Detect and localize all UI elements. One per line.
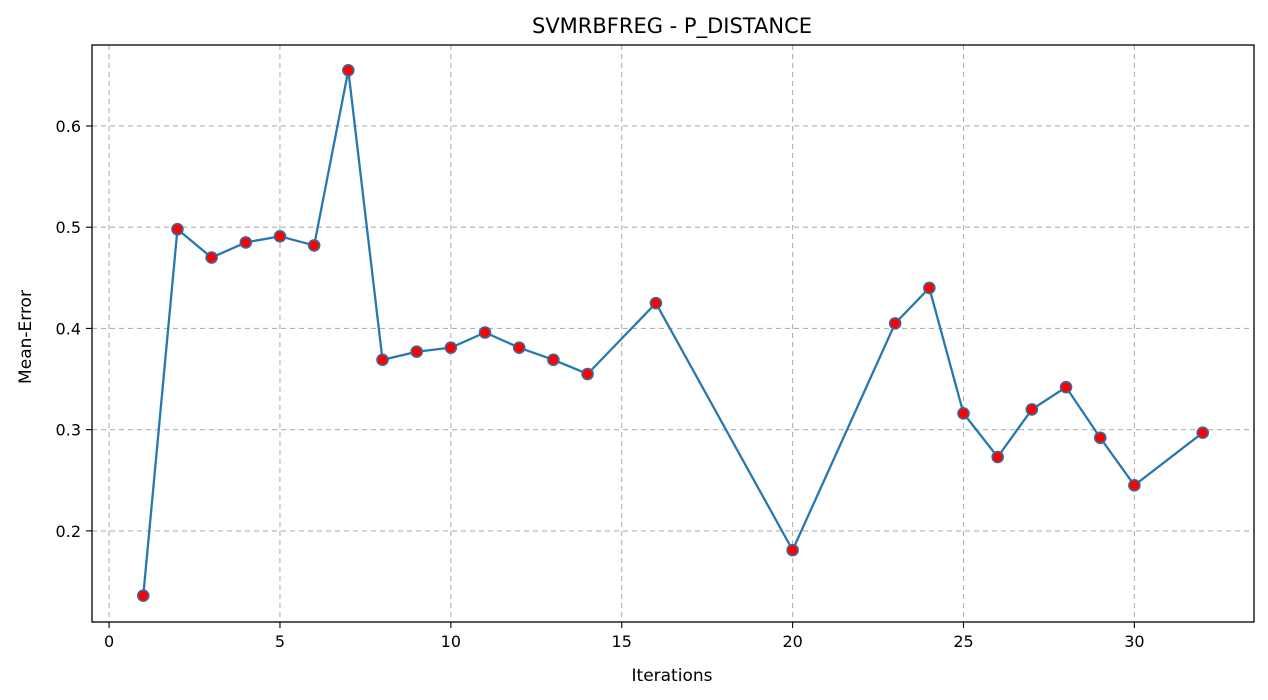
data-point <box>273 230 287 243</box>
grid-lines <box>92 45 1254 622</box>
x-tick-label: 15 <box>612 632 632 651</box>
x-tick-label: 30 <box>1124 632 1144 651</box>
data-point <box>376 353 389 367</box>
y-tick-label: 0.6 <box>56 117 81 136</box>
x-tick-label: 25 <box>953 632 973 651</box>
x-tick-label: 10 <box>441 632 461 651</box>
y-tick-label: 0.4 <box>56 319 81 338</box>
data-point <box>171 222 184 236</box>
x-tick-label: 5 <box>275 632 285 651</box>
data-point <box>581 367 594 381</box>
data-point <box>1025 403 1039 416</box>
data-point <box>1093 431 1107 445</box>
y-tick-label: 0.3 <box>56 421 81 440</box>
data-point <box>991 450 1004 464</box>
y-tick-label: 0.5 <box>56 218 81 237</box>
data-point <box>649 296 663 310</box>
data-point <box>888 317 902 330</box>
data-markers <box>136 64 1210 602</box>
x-tick-label: 0 <box>104 632 114 651</box>
data-point <box>478 326 492 339</box>
data-point <box>1128 479 1141 492</box>
data-point <box>957 407 970 420</box>
y-axis-label: Mean-Error <box>16 290 36 384</box>
data-point <box>512 341 526 354</box>
x-axis-label: Iterations <box>632 666 713 686</box>
x-tick-label: 20 <box>782 632 802 651</box>
data-point <box>205 251 218 264</box>
data-point <box>1196 426 1210 440</box>
data-point <box>786 543 799 557</box>
series-line <box>142 69 1204 596</box>
data-point <box>136 589 150 602</box>
chart-title: SVMRBFREG - P_DISTANCE <box>532 14 812 39</box>
data-point <box>547 353 560 367</box>
series-line-group <box>142 69 1204 596</box>
data-point <box>239 236 253 249</box>
data-point <box>307 239 321 252</box>
x-axis-ticks: 0 5 10 15 20 25 30 <box>104 622 1145 651</box>
data-point <box>1059 380 1073 394</box>
y-axis-ticks: 0.2 0.3 0.4 0.5 0.6 <box>56 117 92 541</box>
plot-frame <box>91 44 1255 623</box>
data-point <box>410 345 423 359</box>
y-tick-label: 0.2 <box>56 522 81 541</box>
data-point <box>923 281 936 295</box>
data-point <box>444 341 458 354</box>
data-point <box>342 64 355 77</box>
